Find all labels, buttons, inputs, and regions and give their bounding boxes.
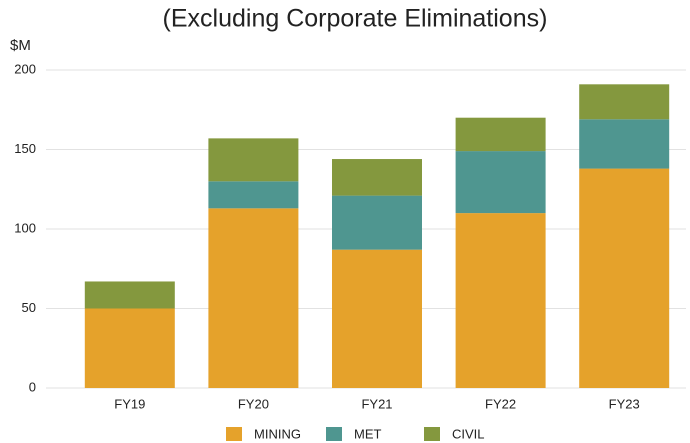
bar-segment [84, 308, 175, 388]
y-tick-label: 200 [14, 61, 36, 76]
bar-segment [579, 119, 670, 169]
x-tick-label: FY21 [361, 396, 392, 411]
y-tick-label: 0 [29, 379, 36, 394]
bar-segment [579, 84, 670, 120]
bar-segment [455, 117, 546, 152]
bar-segment [332, 249, 422, 388]
y-tick-label: 150 [14, 141, 36, 156]
x-tick-label: FY23 [609, 396, 640, 411]
chart-title: (Excluding Corporate Eliminations) [163, 5, 548, 33]
x-tick-label: FY20 [238, 396, 269, 411]
legend-swatch [226, 427, 242, 441]
x-tick-label: FY22 [485, 396, 516, 411]
legend-swatch [326, 427, 342, 441]
bar-segment [208, 181, 299, 209]
legend-label: MET [354, 426, 382, 441]
legend-label: CIVIL [452, 426, 485, 441]
bar-segment [455, 151, 546, 214]
y-tick-label: 100 [14, 220, 36, 235]
bar-segment [208, 208, 299, 388]
bar-segment [332, 195, 422, 250]
bar-segment [208, 138, 299, 182]
x-tick-label: FY19 [114, 396, 145, 411]
y-tick-label: 50 [22, 300, 36, 315]
y-axis-label: $M [10, 37, 31, 54]
bar-segment [332, 159, 422, 196]
legend-label: MINING [254, 426, 301, 441]
bar-segment [455, 213, 546, 388]
bar-segment [84, 281, 175, 309]
legend-swatch [424, 427, 440, 441]
bar-segment [579, 168, 670, 388]
